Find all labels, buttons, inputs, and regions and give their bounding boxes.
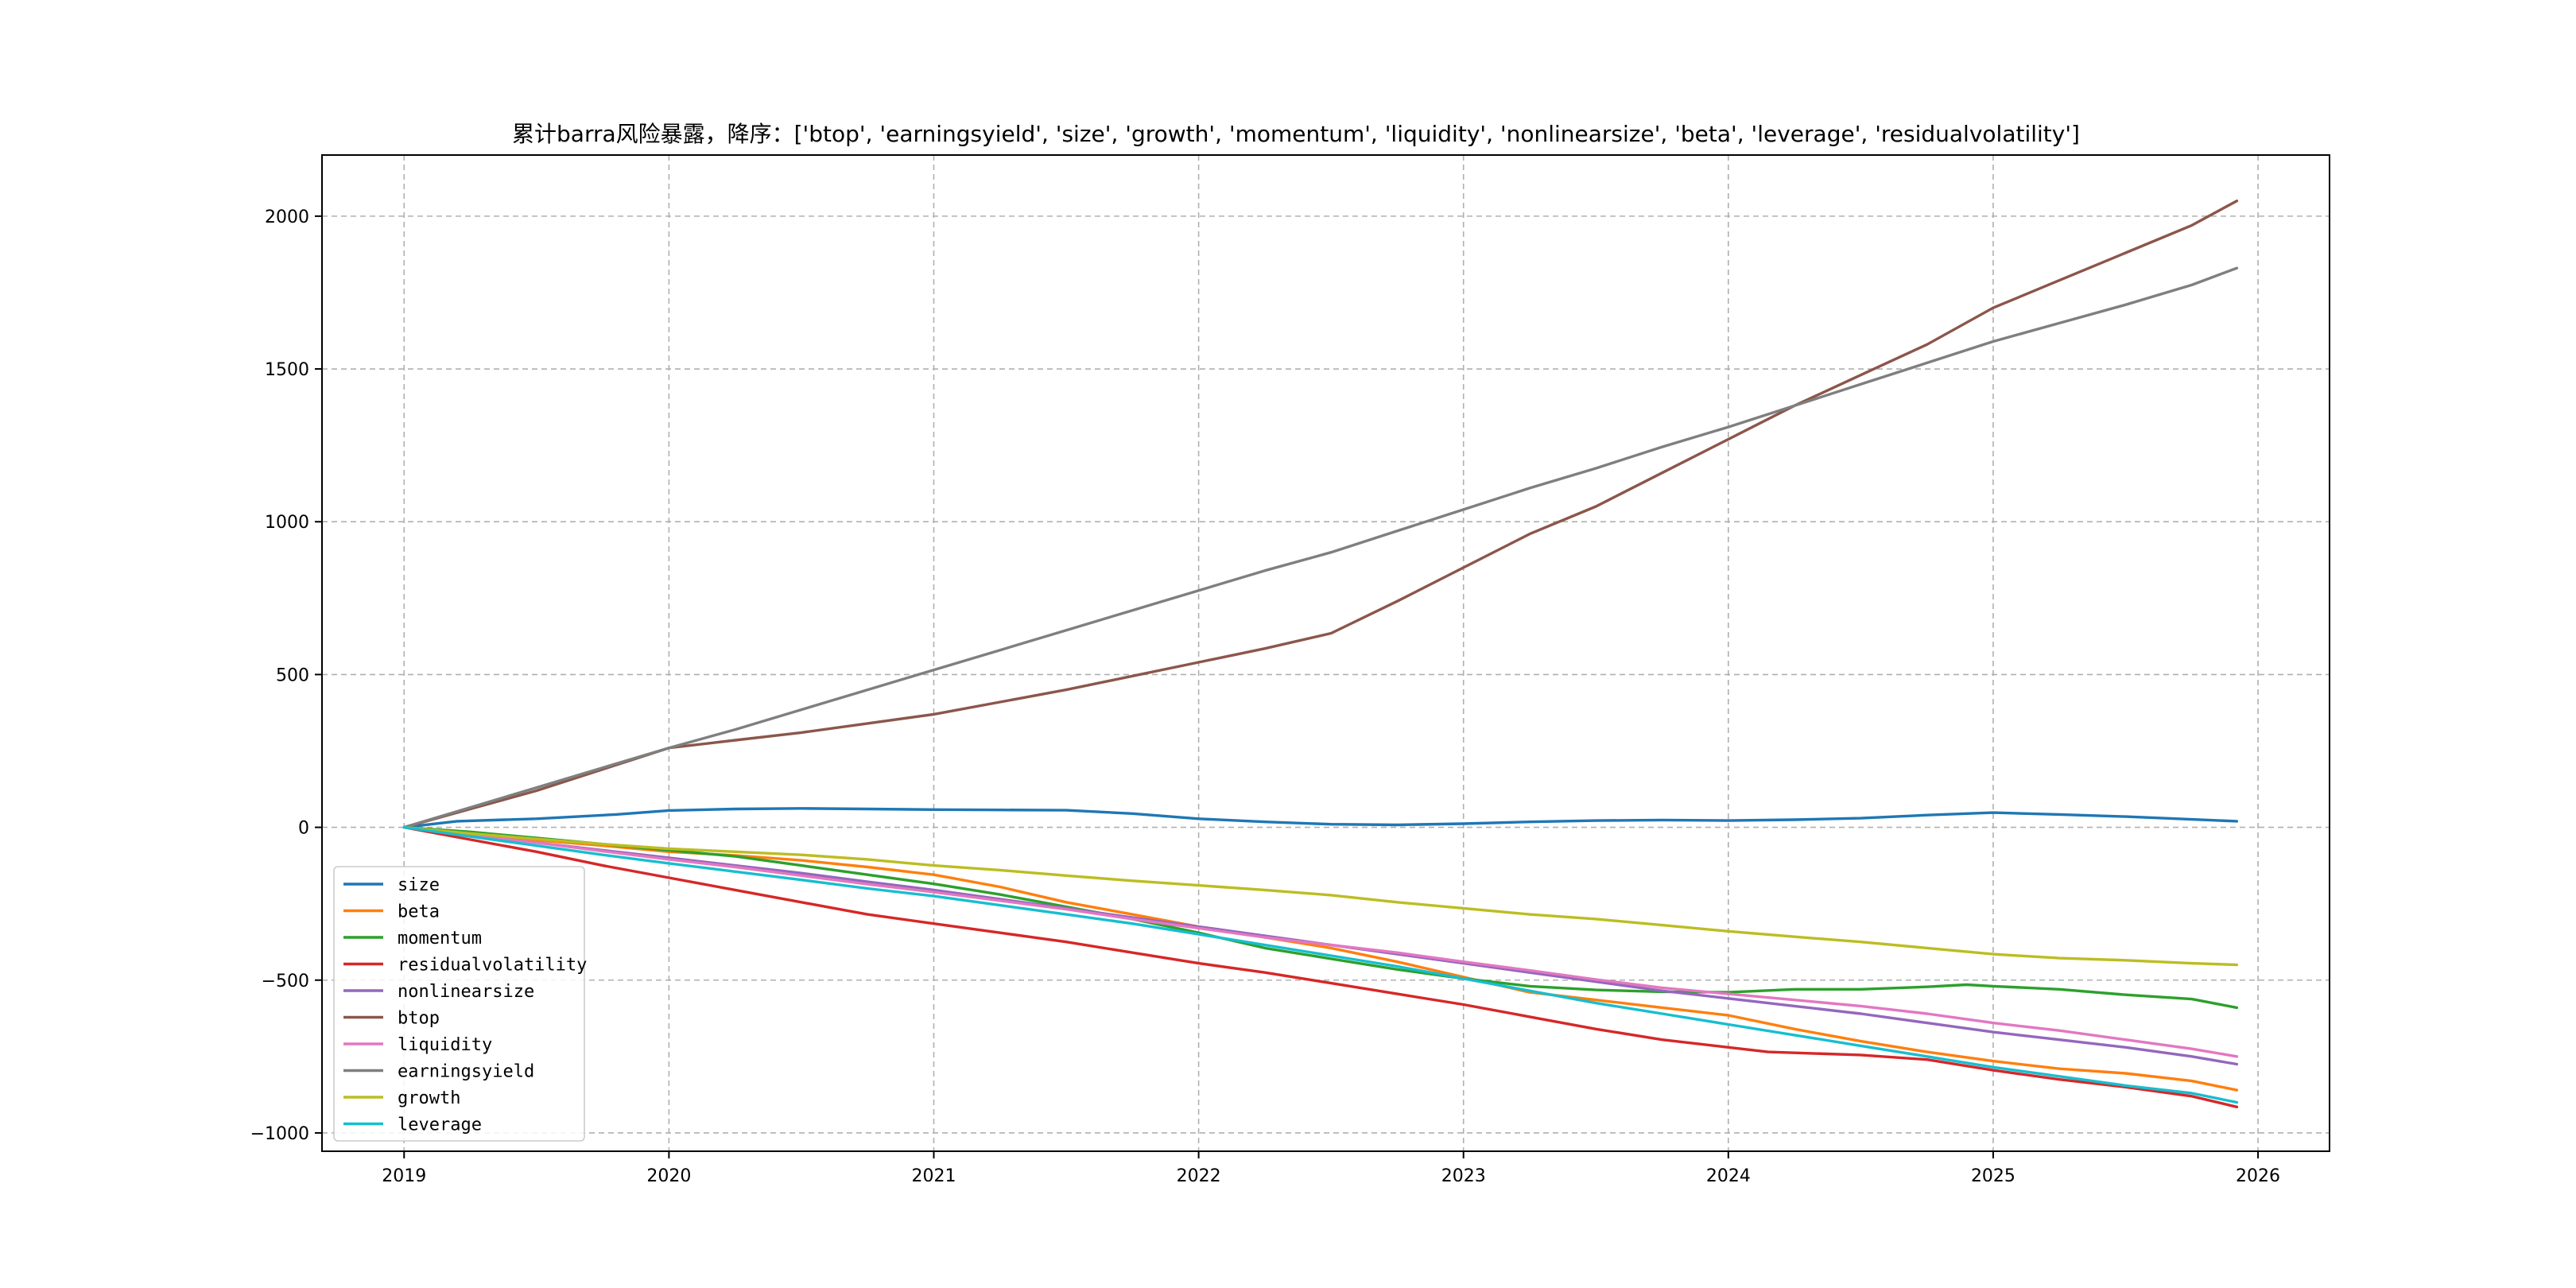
series-line-liquidity (402, 825, 2239, 1058)
x-tick-label: 2020 (646, 1166, 691, 1186)
legend-label-nonlinearsize: nonlinearsize (398, 982, 534, 1002)
legend-label-beta: beta (398, 902, 440, 922)
y-tick-label: −1000 (250, 1124, 309, 1144)
x-tick-label: 2026 (2236, 1166, 2280, 1186)
legend-box (333, 866, 585, 1142)
y-tick-label: 0 (298, 819, 309, 839)
series-line-residualvolatility (402, 825, 2239, 1108)
x-axis-ticks: 2019 2020 2021 2022 2023 2024 2025 2026 (382, 1151, 2280, 1186)
legend: size beta momentum residualvolatility nonlin… (333, 866, 587, 1142)
x-tick-label: 2019 (382, 1166, 426, 1186)
y-tick-label: 2000 (265, 208, 309, 227)
series-line-growth (402, 825, 2239, 967)
y-tick-label: 1500 (265, 360, 309, 380)
plot-frame (321, 154, 2330, 1152)
legend-label-growth: growth (398, 1088, 460, 1108)
grid-lines (322, 155, 2330, 1151)
series-line-momentum (402, 825, 2239, 1010)
series-line-btop (402, 200, 2239, 829)
legend-label-btop: btop (398, 1009, 440, 1029)
y-tick-label: 1000 (265, 513, 309, 533)
series-line-earningsyield (402, 266, 2239, 829)
legend-label-earningsyield: earningsyield (398, 1062, 534, 1082)
chart-title: 累计barra风险暴露，降序：['btop', 'earningsyield',… (512, 121, 2080, 147)
x-tick-label: 2024 (1706, 1166, 1751, 1186)
series-line-size (402, 807, 2239, 829)
legend-label-residualvolatility: residualvolatility (398, 956, 587, 976)
series-lines (402, 200, 2239, 1108)
legend-label-leverage: leverage (398, 1115, 482, 1135)
y-tick-label: 500 (276, 665, 309, 685)
x-tick-label: 2022 (1177, 1166, 1221, 1186)
legend-label-momentum: momentum (398, 929, 482, 949)
series-line-leverage (402, 825, 2239, 1104)
x-tick-label: 2021 (911, 1166, 956, 1186)
x-tick-label: 2023 (1441, 1166, 1486, 1186)
series-line-beta (402, 825, 2239, 1092)
legend-label-liquidity: liquidity (398, 1035, 492, 1055)
legend-label-size: size (398, 875, 440, 895)
y-tick-label: −500 (262, 972, 309, 991)
x-tick-label: 2025 (1971, 1166, 2015, 1186)
y-axis-ticks: −1000 −500 0 500 1000 1500 2000 (250, 208, 322, 1144)
